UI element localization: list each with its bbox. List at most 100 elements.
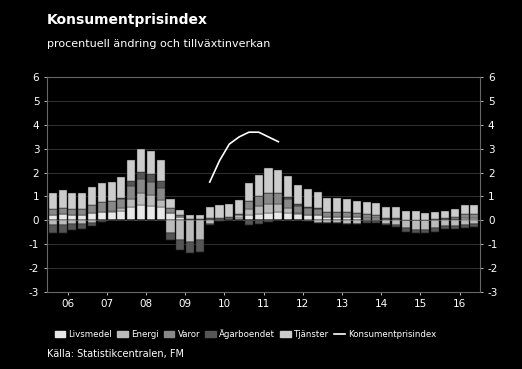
- Bar: [255, 214, 263, 220]
- Bar: [58, 190, 67, 208]
- Bar: [470, 218, 478, 220]
- Bar: [137, 193, 145, 205]
- Bar: [450, 220, 459, 226]
- Bar: [206, 218, 213, 219]
- Bar: [284, 199, 292, 208]
- Bar: [382, 218, 390, 219]
- Bar: [245, 210, 253, 215]
- Bar: [411, 220, 420, 230]
- Bar: [88, 187, 96, 205]
- Bar: [392, 207, 400, 218]
- Bar: [167, 213, 174, 220]
- Bar: [117, 197, 125, 199]
- Bar: [284, 213, 292, 220]
- Bar: [176, 217, 184, 220]
- Bar: [88, 213, 96, 220]
- Konsumentprisindex: [226, 142, 232, 146]
- Bar: [314, 192, 322, 208]
- Bar: [167, 199, 174, 208]
- Bar: [441, 219, 449, 220]
- Bar: [58, 220, 67, 225]
- Bar: [411, 211, 420, 220]
- Bar: [431, 212, 439, 219]
- Bar: [382, 219, 390, 220]
- Bar: [304, 215, 312, 220]
- Bar: [470, 220, 478, 224]
- Konsumentprisindex: [216, 159, 222, 163]
- Bar: [323, 197, 331, 212]
- Bar: [167, 233, 174, 240]
- Bar: [294, 214, 302, 220]
- Bar: [245, 215, 253, 220]
- Bar: [362, 221, 371, 223]
- Bar: [265, 220, 272, 222]
- Bar: [147, 206, 155, 220]
- Bar: [314, 208, 322, 210]
- Bar: [117, 208, 125, 211]
- Bar: [323, 212, 331, 217]
- Bar: [49, 193, 57, 210]
- Bar: [196, 219, 204, 220]
- Bar: [304, 208, 312, 215]
- Bar: [68, 210, 77, 215]
- Bar: [78, 220, 86, 224]
- Bar: [333, 217, 341, 220]
- Bar: [353, 217, 361, 220]
- Bar: [362, 202, 371, 214]
- Bar: [186, 219, 194, 220]
- Konsumentprisindex: [246, 130, 252, 134]
- Bar: [147, 195, 155, 206]
- Bar: [206, 207, 213, 218]
- Bar: [68, 193, 77, 210]
- Bar: [402, 228, 410, 232]
- Bar: [441, 226, 449, 229]
- Bar: [157, 160, 165, 182]
- Bar: [98, 183, 106, 202]
- Bar: [353, 220, 361, 224]
- Bar: [460, 218, 469, 220]
- Bar: [431, 219, 439, 220]
- Bar: [78, 224, 86, 229]
- Konsumentprisindex: [256, 130, 262, 134]
- Bar: [372, 218, 381, 220]
- Bar: [157, 188, 165, 200]
- Bar: [382, 224, 390, 225]
- Bar: [392, 220, 400, 225]
- Bar: [441, 218, 449, 219]
- Bar: [127, 199, 135, 207]
- Bar: [216, 219, 223, 220]
- Bar: [206, 224, 213, 225]
- Bar: [294, 213, 302, 214]
- Bar: [235, 200, 243, 214]
- Bar: [88, 220, 96, 223]
- Bar: [460, 214, 469, 218]
- Bar: [68, 215, 77, 220]
- Bar: [382, 220, 390, 224]
- Bar: [226, 204, 233, 217]
- Bar: [186, 220, 194, 242]
- Bar: [392, 225, 400, 227]
- Bar: [176, 210, 184, 215]
- Bar: [353, 213, 361, 217]
- Bar: [284, 176, 292, 197]
- Bar: [226, 217, 233, 218]
- Bar: [372, 221, 381, 223]
- Bar: [294, 206, 302, 213]
- Bar: [255, 220, 263, 224]
- Bar: [216, 220, 223, 221]
- Bar: [411, 230, 420, 233]
- Bar: [127, 186, 135, 199]
- Bar: [470, 214, 478, 218]
- Bar: [362, 220, 371, 221]
- Bar: [98, 212, 106, 220]
- Bar: [382, 207, 390, 218]
- Konsumentprisindex: [207, 180, 213, 184]
- Bar: [431, 228, 439, 232]
- Bar: [333, 212, 341, 217]
- Bar: [421, 220, 430, 230]
- Bar: [450, 226, 459, 229]
- Bar: [196, 215, 204, 219]
- Bar: [431, 220, 439, 228]
- Bar: [314, 215, 322, 220]
- Bar: [274, 169, 282, 193]
